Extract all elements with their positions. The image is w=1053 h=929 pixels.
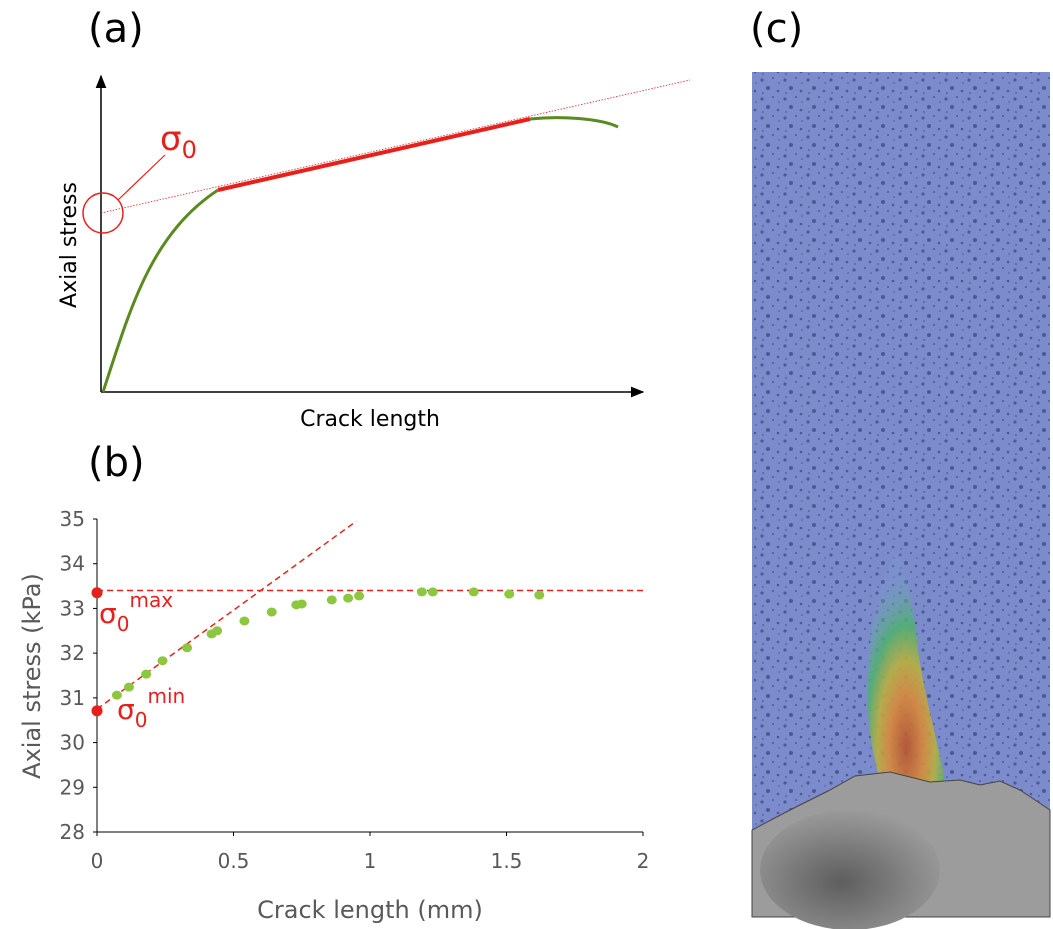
panel-title: (c) [750,6,803,52]
subscript: 0 [117,612,130,636]
marker-label: σ0min [117,684,185,732]
curve [529,116,619,129]
curve [101,188,219,393]
y-tick-label: 31 [60,686,85,710]
point [212,626,223,636]
x-tick-label: 1 [364,849,377,873]
x-tick-label: 2 [637,849,650,873]
annotation: σ0 [160,119,197,164]
point [111,690,122,700]
panel-title: (b) [88,440,145,486]
panel-title: (a) [88,6,144,52]
heatmap [867,550,945,782]
hole [760,810,940,929]
panel-c: (c) [750,6,1051,929]
y-tick-label: 29 [60,775,85,799]
x-tick-label: 0 [91,849,104,873]
point [354,591,365,601]
point [343,593,354,603]
panel-b: (b) Crack length (mm) Axial stress (kPa)… [18,440,649,924]
point [326,595,337,605]
intercept-circle [82,192,124,234]
y-tick-label: 30 [60,731,85,755]
x-axis-label: Crack length [300,407,440,432]
point [534,590,545,600]
y-tick-label: 28 [60,820,85,844]
point [123,682,134,692]
point [468,587,479,597]
reference-line [96,520,357,710]
marker [91,705,103,717]
y-axis-label: Axial stress (kPa) [18,573,46,779]
leader-line [117,154,166,201]
symbol: σ [117,693,135,726]
point [182,643,193,653]
point [427,587,438,597]
x-axis-label: Crack length (mm) [257,896,483,924]
subscript: 0 [135,708,148,732]
superscript: min [147,684,185,708]
linear-segment [217,117,531,192]
marker [91,587,103,599]
point [239,616,250,626]
point [504,589,515,599]
x-tick-label: 0.5 [218,849,250,873]
y-tick-label: 32 [60,641,85,665]
y-tick-label: 33 [60,596,85,620]
symbol: σ [160,119,182,159]
marker-label: σ0max [99,588,173,636]
y-tick-label: 34 [60,552,85,576]
panel-a: (a) σ0 Crack length Axial stress [57,6,691,432]
y-axis-label: Axial stress [57,182,82,308]
superscript: max [129,588,173,612]
point [296,599,307,609]
x-tick-label: 1.5 [491,849,523,873]
point [157,656,168,666]
point [266,607,277,617]
point [141,669,152,679]
symbol: σ [99,597,117,630]
y-tick-label: 35 [60,507,85,531]
point [416,587,427,597]
subscript: 0 [182,136,197,164]
